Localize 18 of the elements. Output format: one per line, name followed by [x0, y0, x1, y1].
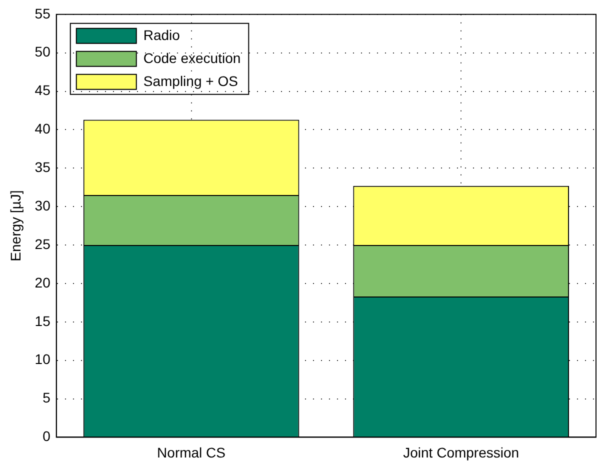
y-tick-label: 55	[34, 5, 51, 22]
y-tick-label: 50	[34, 44, 51, 60]
y-tick-label: 5	[42, 390, 51, 406]
y-tick-label: 35	[34, 159, 51, 176]
legend-label: Code execution	[143, 50, 241, 66]
y-tick-label: 15	[34, 312, 51, 329]
y-tick-label: 10	[34, 351, 51, 368]
legend-label: Radio	[143, 26, 180, 43]
y-tick-label: 30	[34, 197, 51, 214]
y-tick-label: 20	[34, 274, 51, 290]
y-tick-label: 0	[42, 428, 51, 444]
y-axis-title: Energy [µJ]	[7, 190, 24, 262]
x-tick-label: Joint Compression	[403, 444, 520, 460]
y-tick-label: 45	[34, 82, 51, 98]
legend-label: Sampling + OS	[143, 72, 238, 89]
x-tick-label: Normal CS	[157, 444, 226, 460]
y-tick-label: 40	[34, 120, 51, 137]
y-tick-label: 25	[34, 236, 51, 252]
